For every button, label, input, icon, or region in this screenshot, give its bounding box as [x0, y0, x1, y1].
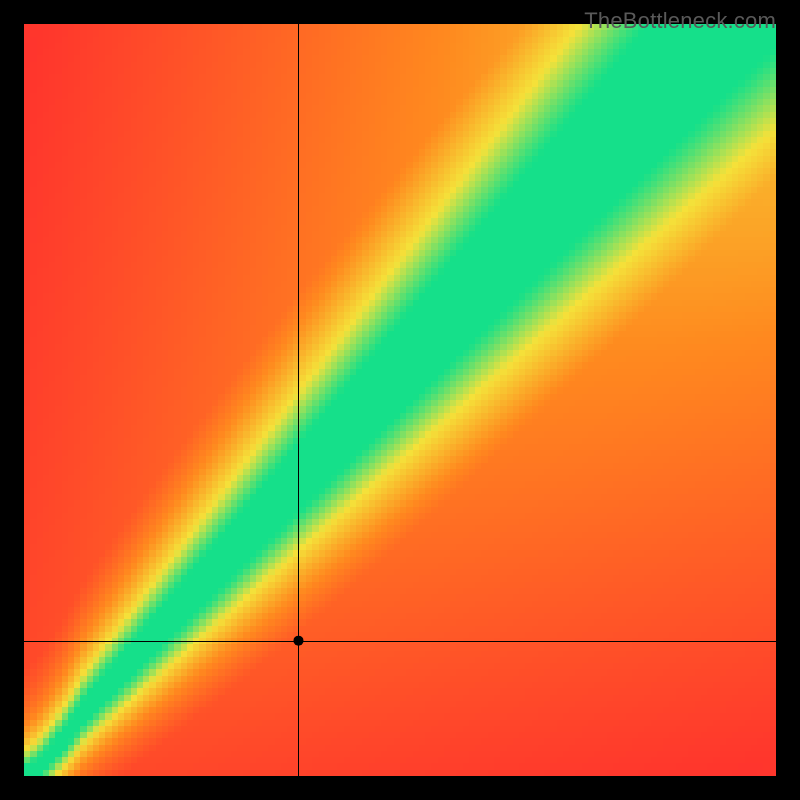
chart-container: TheBottleneck.com [0, 0, 800, 800]
watermark-text: TheBottleneck.com [584, 8, 776, 34]
bottleneck-heatmap [0, 0, 800, 800]
